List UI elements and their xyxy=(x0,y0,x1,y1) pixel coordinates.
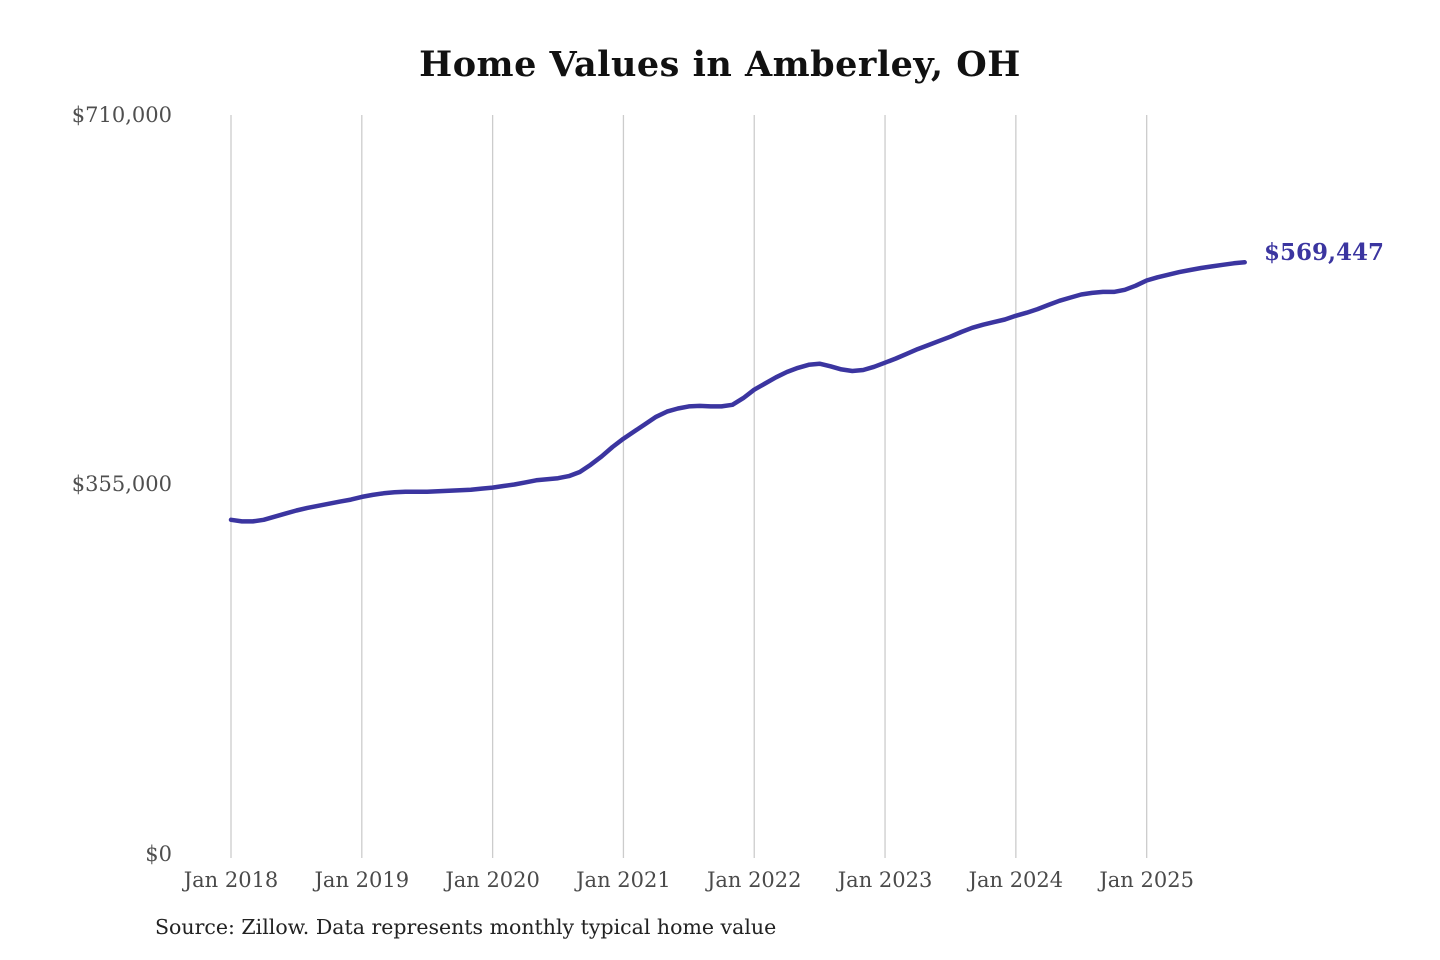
x-tick-label-jan-2020: Jan 2020 xyxy=(445,868,540,892)
vertical-gridlines xyxy=(230,115,1148,858)
x-tick-label-jan-2024: Jan 2024 xyxy=(968,868,1064,892)
current-value-label: $569,447 xyxy=(1264,239,1385,266)
x-tick-label-jan-2023: Jan 2023 xyxy=(837,868,933,892)
y-tick-label-355000: $355,000 xyxy=(71,472,172,496)
x-tick-label-jan-2018: Jan 2018 xyxy=(183,868,279,892)
x-tick-label-jan-2025: Jan 2025 xyxy=(1099,868,1194,892)
chart-title: Home Values in Amberley, OH xyxy=(419,44,1021,85)
y-tick-label-0: $0 xyxy=(145,842,172,866)
x-tick-label-jan-2021: Jan 2021 xyxy=(576,868,671,892)
y-tick-label-710000: $710,000 xyxy=(71,103,172,127)
x-tick-label-jan-2022: Jan 2022 xyxy=(706,868,802,892)
home-value-line xyxy=(228,260,1247,524)
source-note: Source: Zillow. Data represents monthly … xyxy=(155,915,777,939)
x-tick-label-jan-2019: Jan 2019 xyxy=(314,868,410,892)
